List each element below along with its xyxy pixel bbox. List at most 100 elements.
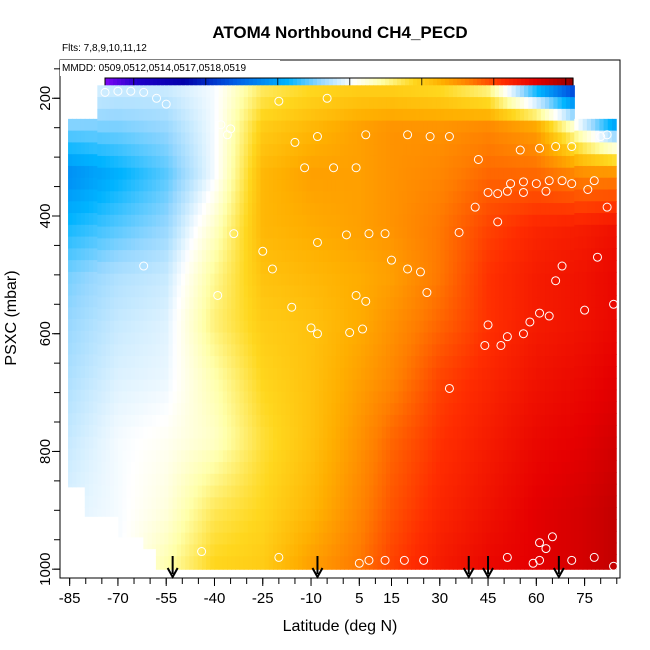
heatmap-cell (185, 320, 190, 334)
heatmap-cell (448, 191, 454, 204)
heatmap-cell (176, 556, 182, 569)
heatmap-cell (227, 414, 232, 428)
heatmap-cell (88, 154, 94, 167)
heatmap-cell (536, 285, 542, 298)
heatmap-cell (293, 285, 299, 298)
heatmap-cell (432, 132, 437, 145)
heatmap-cell (227, 344, 232, 357)
heatmap-cell (448, 344, 454, 357)
heatmap-cell (189, 120, 195, 134)
heatmap-cell (151, 462, 157, 475)
heatmap-cell (494, 556, 500, 569)
heatmap-cell (206, 403, 211, 416)
heatmap-cell (373, 450, 379, 463)
heatmap-cell (306, 544, 312, 557)
heatmap-cell (264, 297, 270, 310)
heatmap-cell (465, 450, 471, 463)
heatmap-cell (356, 238, 362, 251)
heatmap-cell (134, 532, 140, 538)
heatmap-cell (97, 344, 103, 357)
heatmap-cell (323, 261, 329, 275)
heatmap-cell (109, 403, 115, 416)
heatmap-cell (432, 155, 437, 169)
heatmap-cell (490, 167, 496, 181)
heatmap-cell (235, 179, 241, 192)
heatmap-cell (360, 144, 366, 157)
heatmap-cell (319, 403, 324, 416)
heatmap-cell (176, 273, 182, 287)
heatmap-cell (448, 108, 454, 122)
heatmap-cell (252, 426, 257, 440)
heatmap-cell (402, 462, 408, 475)
heatmap-cell (432, 320, 437, 334)
heatmap-cell (532, 297, 538, 310)
heatmap-cell (557, 97, 563, 110)
heatmap-cell (176, 203, 182, 216)
heatmap-cell (390, 379, 395, 393)
heatmap-cell (222, 532, 228, 546)
heatmap-cell (335, 108, 341, 122)
heatmap-cell (134, 297, 140, 310)
heatmap-cell (390, 226, 395, 239)
heatmap-cell (139, 250, 144, 263)
heatmap-cell (524, 285, 529, 298)
heatmap-cell (88, 389, 94, 403)
heatmap-cell (126, 473, 132, 487)
heatmap-cell (210, 367, 216, 381)
heatmap-cell (139, 438, 144, 451)
heatmap-cell (540, 191, 546, 204)
heatmap-cell (101, 167, 107, 181)
heatmap-cell (536, 367, 542, 381)
heatmap-cell (264, 155, 270, 169)
heatmap-cell (452, 191, 458, 204)
heatmap-cell (494, 226, 500, 239)
heatmap-cell (181, 332, 186, 345)
heatmap-cell (172, 250, 178, 263)
heatmap-cell (289, 155, 295, 169)
heatmap-cell (239, 85, 245, 98)
heatmap-cell (231, 308, 237, 322)
heatmap-cell (293, 497, 299, 510)
heatmap-cell (486, 332, 492, 345)
heatmap-cell (386, 320, 391, 334)
heatmap-cell (210, 509, 216, 522)
heatmap-cell (545, 261, 550, 275)
heatmap-cell (97, 332, 103, 345)
heatmap-cell (519, 379, 525, 393)
heatmap-cell (411, 261, 416, 275)
heatmap-cell (323, 556, 329, 569)
heatmap-cell (356, 438, 362, 451)
heatmap-cell (381, 132, 387, 145)
heatmap-cell (235, 438, 241, 451)
heatmap-cell (365, 414, 370, 428)
heatmap-cell (386, 344, 391, 357)
heatmap-cell (432, 344, 437, 357)
heatmap-cell (80, 389, 86, 403)
heatmap-cell (511, 332, 517, 345)
heatmap-cell (189, 250, 195, 263)
heatmap-cell (369, 191, 375, 204)
heatmap-cell (126, 344, 132, 357)
heatmap-cell (114, 450, 119, 463)
heatmap-cell (197, 485, 203, 498)
heatmap-cell (185, 367, 190, 381)
heatmap-cell (277, 97, 283, 110)
heatmap-cell (210, 203, 216, 216)
heatmap-cell (394, 567, 400, 570)
heatmap-cell (327, 285, 333, 298)
heatmap-cell (268, 367, 274, 381)
heatmap-cell (319, 532, 324, 546)
heatmap-cell (84, 248, 90, 261)
heatmap-cell (356, 144, 362, 157)
heatmap-cell (172, 108, 178, 122)
heatmap-cell (193, 85, 199, 98)
heatmap-cell (105, 462, 111, 475)
heatmap-cell (398, 520, 404, 534)
heatmap-cell (134, 356, 140, 369)
heatmap-cell (415, 97, 421, 110)
heatmap-cell (557, 85, 563, 98)
heatmap-cell (105, 155, 111, 169)
heatmap-cell (218, 473, 224, 487)
heatmap-cell (285, 462, 291, 475)
heatmap-cell (515, 108, 521, 122)
